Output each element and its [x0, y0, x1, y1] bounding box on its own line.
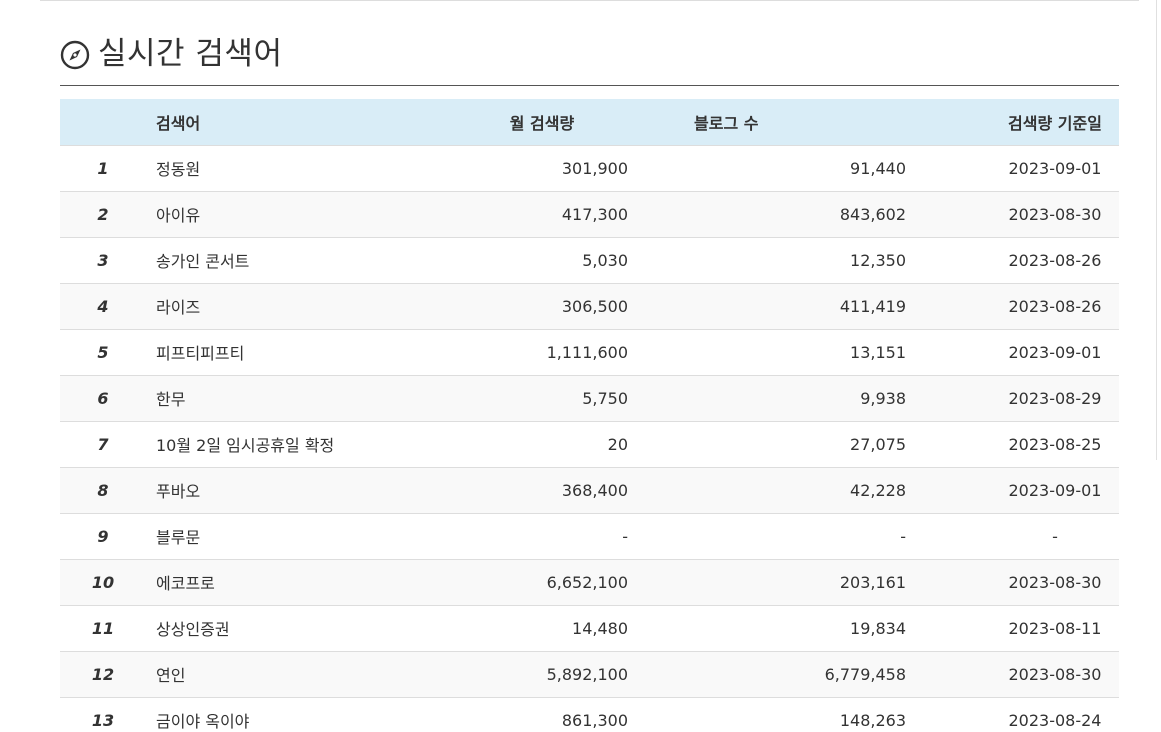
table-row: 3 송가인 콘서트 5,030 12,350 2023-08-26: [60, 236, 1119, 283]
blog-count-cell: 843,602: [628, 190, 906, 237]
monthly-volume-cell: 861,300: [456, 696, 628, 732]
keyword-cell[interactable]: 정동원: [146, 144, 456, 191]
table-row: 2 아이유 417,300 843,602 2023-08-30: [60, 190, 1119, 237]
base-date-cell: 2023-09-01: [906, 466, 1119, 513]
base-date-cell: -: [906, 512, 1119, 559]
rank-cell: 8: [60, 466, 146, 513]
blog-count-cell: 19,834: [628, 604, 906, 651]
table-header-row: 검색어 월 검색량 블로그 수 검색량 기준일: [60, 99, 1119, 145]
table-row: 9 블루문 - - -: [60, 512, 1119, 559]
keyword-cell[interactable]: 피프티피프티: [146, 328, 456, 375]
rank-cell: 6: [60, 374, 146, 421]
monthly-volume-cell: 5,030: [456, 236, 628, 283]
base-date-cell: 2023-09-01: [906, 144, 1119, 191]
base-date-cell: 2023-08-24: [906, 696, 1119, 732]
monthly-volume-cell: 20: [456, 420, 628, 467]
previous-card-edge: [40, 0, 1139, 1]
table-body: 1 정동원 301,900 91,440 2023-09-01 2 아이유 417,300 84…: [60, 144, 1119, 732]
base-date-cell: 2023-09-01: [906, 328, 1119, 375]
base-date-cell: 2023-08-30: [906, 558, 1119, 605]
blog-count-cell: 42,228: [628, 466, 906, 513]
keyword-cell[interactable]: 아이유: [146, 190, 456, 237]
monthly-volume-cell: -: [456, 512, 628, 559]
rank-cell: 11: [60, 604, 146, 651]
scroll-edge: [1156, 0, 1157, 460]
base-date-cell: 2023-08-29: [906, 374, 1119, 421]
table-row: 4 라이즈 306,500 411,419 2023-08-26: [60, 282, 1119, 329]
blog-count-cell: 27,075: [628, 420, 906, 467]
monthly-volume-cell: 301,900: [456, 144, 628, 191]
header-rank: [60, 99, 146, 145]
keyword-cell[interactable]: 연인: [146, 650, 456, 697]
table-row: 7 10월 2일 임시공휴일 확정 20 27,075 2023-08-25: [60, 420, 1119, 467]
monthly-volume-cell: 368,400: [456, 466, 628, 513]
realtime-search-section: 실시간 검색어 검색어 월 검색량 블로그 수 검색량 기준일 1 정동원 301,…: [60, 32, 1119, 732]
section-title-row: 실시간 검색어: [60, 32, 1119, 86]
table-row: 6 한무 5,750 9,938 2023-08-29: [60, 374, 1119, 421]
monthly-volume-cell: 306,500: [456, 282, 628, 329]
blog-count-cell: -: [628, 512, 906, 559]
monthly-volume-cell: 417,300: [456, 190, 628, 237]
table-row: 10 에코프로 6,652,100 203,161 2023-08-30: [60, 558, 1119, 605]
rank-cell: 4: [60, 282, 146, 329]
monthly-volume-cell: 5,892,100: [456, 650, 628, 697]
header-blog-count: 블로그 수: [694, 113, 759, 133]
rank-cell: 1: [60, 144, 146, 191]
keyword-cell[interactable]: 라이즈: [146, 282, 456, 329]
rank-cell: 5: [60, 328, 146, 375]
blog-count-cell: 12,350: [628, 236, 906, 283]
blog-count-cell: 13,151: [628, 328, 906, 375]
rank-cell: 2: [60, 190, 146, 237]
blog-count-cell: 6,779,458: [628, 650, 906, 697]
rank-cell: 13: [60, 696, 146, 732]
base-date-cell: 2023-08-26: [906, 282, 1119, 329]
table-row: 8 푸바오 368,400 42,228 2023-09-01: [60, 466, 1119, 513]
header-monthly-volume: 월 검색량: [509, 113, 575, 133]
keyword-cell[interactable]: 10월 2일 임시공휴일 확정: [146, 420, 456, 467]
base-date-cell: 2023-08-30: [906, 190, 1119, 237]
rank-cell: 3: [60, 236, 146, 283]
monthly-volume-cell: 6,652,100: [456, 558, 628, 605]
keyword-cell[interactable]: 블루문: [146, 512, 456, 559]
blog-count-cell: 9,938: [628, 374, 906, 421]
rank-cell: 10: [60, 558, 146, 605]
realtime-keyword-table: 검색어 월 검색량 블로그 수 검색량 기준일 1 정동원 301,900 91,44…: [60, 99, 1119, 732]
base-date-cell: 2023-08-30: [906, 650, 1119, 697]
rank-cell: 9: [60, 512, 146, 559]
compass-icon: [60, 40, 90, 70]
blog-count-cell: 203,161: [628, 558, 906, 605]
table-row: 1 정동원 301,900 91,440 2023-09-01: [60, 144, 1119, 191]
rank-cell: 7: [60, 420, 146, 467]
keyword-cell[interactable]: 금이야 옥이야: [146, 696, 456, 732]
keyword-cell[interactable]: 푸바오: [146, 466, 456, 513]
keyword-cell[interactable]: 한무: [146, 374, 456, 421]
table-row: 13 금이야 옥이야 861,300 148,263 2023-08-24: [60, 696, 1119, 732]
base-date-cell: 2023-08-11: [906, 604, 1119, 651]
monthly-volume-cell: 1,111,600: [456, 328, 628, 375]
table-row: 5 피프티피프티 1,111,600 13,151 2023-09-01: [60, 328, 1119, 375]
table-row: 12 연인 5,892,100 6,779,458 2023-08-30: [60, 650, 1119, 697]
keyword-cell[interactable]: 에코프로: [146, 558, 456, 605]
table-row: 11 상상인증권 14,480 19,834 2023-08-11: [60, 604, 1119, 651]
base-date-cell: 2023-08-25: [906, 420, 1119, 467]
header-base-date: 검색량 기준일: [1008, 113, 1102, 133]
keyword-cell[interactable]: 송가인 콘서트: [146, 236, 456, 283]
header-keyword: 검색어: [156, 113, 201, 133]
rank-cell: 12: [60, 650, 146, 697]
monthly-volume-cell: 5,750: [456, 374, 628, 421]
blog-count-cell: 411,419: [628, 282, 906, 329]
base-date-cell: 2023-08-26: [906, 236, 1119, 283]
section-title: 실시간 검색어: [98, 36, 283, 72]
blog-count-cell: 91,440: [628, 144, 906, 191]
keyword-cell[interactable]: 상상인증권: [146, 604, 456, 651]
monthly-volume-cell: 14,480: [456, 604, 628, 651]
blog-count-cell: 148,263: [628, 696, 906, 732]
